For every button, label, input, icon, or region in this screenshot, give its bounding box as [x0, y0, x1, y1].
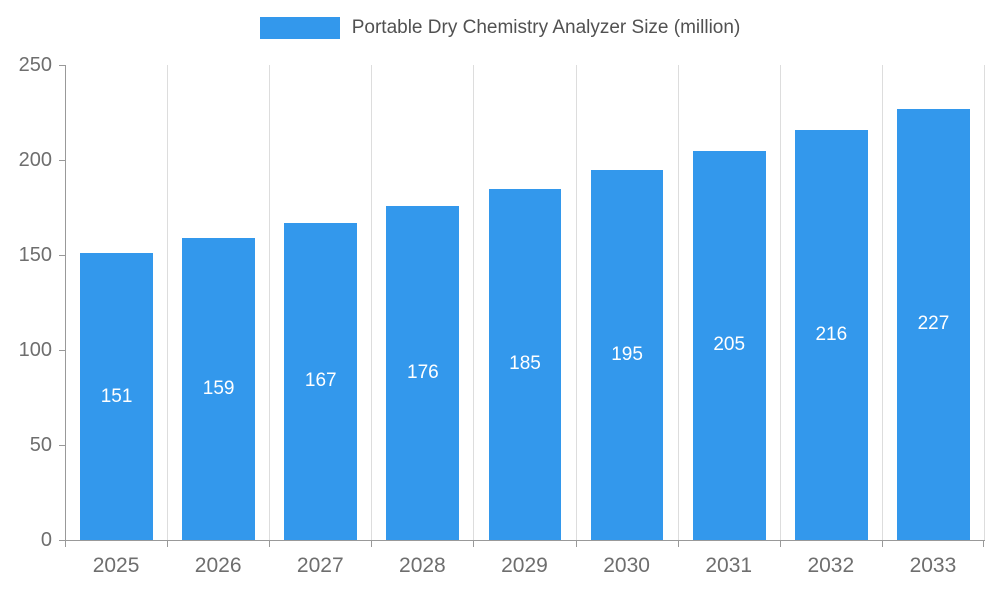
plot-column: 216 [781, 65, 883, 540]
x-tick-label: 2028 [399, 554, 446, 577]
plot-column: 205 [679, 65, 781, 540]
x-tick-label: 2026 [194, 554, 242, 577]
legend-swatch [259, 17, 340, 39]
plot-area: 151 159 167 176 185 195 205 216 227 [65, 65, 985, 541]
bar-value-label: 159 [202, 377, 235, 399]
bar-value-label: 176 [407, 361, 439, 383]
y-tick-mark [59, 64, 65, 66]
x-tick-mark [371, 541, 373, 547]
x-tick-label: 2029 [501, 554, 548, 577]
bar-value-label: 195 [611, 343, 643, 365]
bar: 227 [897, 108, 970, 540]
y-tick-mark [59, 444, 65, 446]
bar: 185 [488, 188, 562, 540]
x-tick-mark [983, 541, 984, 547]
plot-column: 176 [372, 65, 475, 540]
y-tick-mark [59, 159, 65, 161]
y-tick-mark [59, 539, 65, 541]
y-tick-label: 150 [18, 244, 52, 266]
plot-column: 185 [474, 65, 577, 540]
chart-title: Portable Dry Chemistry Analyzer Size (mi… [351, 17, 741, 38]
y-tick-label: 200 [18, 149, 52, 171]
y-tick-label: 250 [18, 54, 52, 76]
y-tick-mark [59, 254, 65, 256]
y-axis: 0 50 100 150 200 250 [0, 55, 65, 550]
bar-value-label: 185 [509, 353, 541, 375]
plot-column: 159 [168, 65, 271, 540]
plot-column: 167 [270, 65, 373, 540]
bar-value-label: 151 [100, 385, 133, 407]
bar-value-label: 227 [917, 313, 950, 335]
plot-column: 195 [577, 65, 679, 540]
x-tick-label: 2025 [92, 554, 140, 577]
bar: 176 [386, 205, 460, 540]
bar-value-label: 216 [815, 323, 848, 345]
x-tick-label: 2033 [909, 554, 957, 577]
x-tick-mark [65, 541, 66, 547]
x-tick-mark [881, 541, 883, 547]
bar: 195 [590, 169, 664, 540]
x-axis: 2025 2026 2027 2028 2029 2030 2031 2032 2033 [65, 541, 984, 591]
plot-column: 151 [66, 65, 169, 540]
x-tick-mark [575, 541, 577, 547]
x-tick-label: 2031 [705, 554, 753, 577]
x-tick-label: 2027 [296, 554, 344, 577]
bar: 205 [692, 150, 766, 540]
y-tick: 250 [19, 55, 65, 75]
bar: 216 [794, 129, 868, 540]
x-tick-mark [473, 541, 475, 547]
x-tick-mark [677, 541, 679, 547]
plot-column: 227 [883, 65, 985, 540]
y-tick: 50 [30, 435, 65, 455]
y-tick-label: 50 [29, 434, 52, 456]
x-tick-label: 2030 [603, 554, 650, 577]
x-tick-mark [167, 541, 169, 547]
chart-legend: Portable Dry Chemistry Analyzer Size (mi… [0, 14, 1000, 42]
y-tick: 100 [19, 340, 65, 360]
bar: 151 [80, 253, 153, 540]
x-tick-mark [269, 541, 271, 547]
y-tick-mark [59, 349, 65, 351]
x-tick-label: 2032 [807, 554, 855, 577]
y-tick-label: 0 [40, 529, 52, 551]
bar: 167 [284, 222, 358, 540]
y-tick: 0 [41, 530, 65, 550]
bar: 159 [182, 237, 256, 540]
y-tick-label: 100 [18, 339, 52, 361]
y-tick: 150 [19, 245, 65, 265]
bar-value-label: 167 [304, 370, 337, 392]
bar-value-label: 205 [713, 334, 746, 356]
x-tick-mark [779, 541, 781, 547]
y-tick: 200 [19, 150, 65, 170]
